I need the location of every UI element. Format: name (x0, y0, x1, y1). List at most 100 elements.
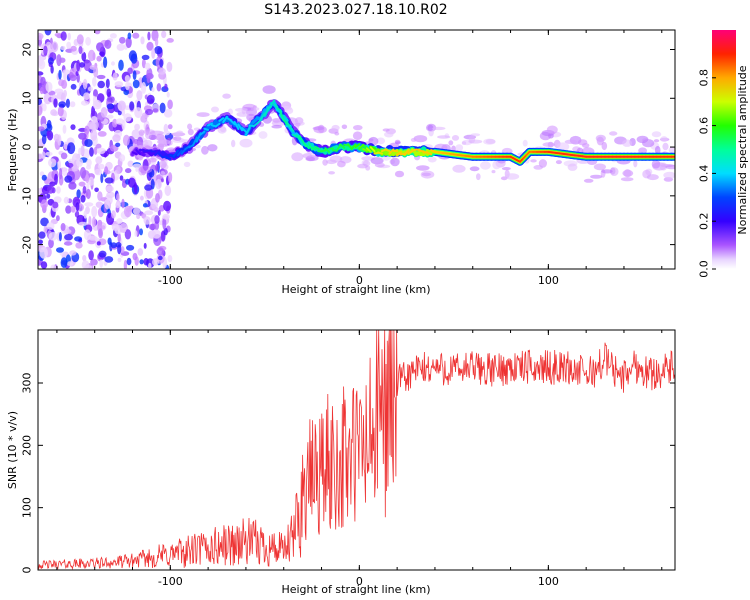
spectrogram-speckle (96, 241, 101, 246)
spectrogram-speckle (122, 134, 130, 146)
spectrogram-speckle (46, 193, 51, 199)
spectrogram-speckle (119, 228, 127, 233)
spectrogram-speckle (38, 194, 43, 203)
spectrogram-halo (491, 170, 496, 174)
spectrogram-halo (432, 126, 446, 131)
spectrogram-ridge-segment (157, 150, 165, 158)
spectrogram-halo (582, 143, 590, 148)
spectrogram-speckle (123, 205, 132, 218)
spectrogram-speckle (76, 59, 81, 72)
spectrogram-halo (659, 162, 668, 171)
spectrogram-speckle (69, 74, 77, 82)
spectrogram-halo (328, 171, 335, 175)
spectrogram-speckle (163, 200, 172, 212)
spectrogram-speckle (96, 147, 106, 154)
spectrogram-speckle (38, 59, 46, 70)
spectrogram-ridge-segment (260, 112, 266, 120)
spectrogram-speckle (50, 264, 57, 269)
spectrogram-speckle (164, 83, 168, 90)
spectrogram-ridge-segment (320, 149, 327, 153)
spectrogram-speckle (167, 172, 173, 183)
spectrogram-speckle (59, 57, 66, 63)
spectrogram-ridge-segment (358, 144, 365, 150)
spectrogram-halo (638, 147, 647, 154)
spectrogram-speckle (67, 142, 76, 155)
spectrogram-speckle (40, 261, 48, 269)
spectrogram-speckle (46, 130, 50, 137)
snr-ytick-label: 100 (21, 497, 34, 518)
spectrogram-speckle (152, 258, 159, 266)
spectrogram-ridge-segment (154, 151, 160, 156)
spectrogram-speckle (140, 36, 145, 45)
spectrogram-halo (258, 131, 268, 139)
spectrogram-ridge-segment (350, 143, 357, 150)
spectrogram-speckle (41, 174, 47, 181)
spectrogram-speckle (70, 45, 77, 52)
spectrogram-speckle (107, 237, 112, 245)
spectrogram-speckle (50, 65, 54, 74)
spectrogram-speckle (87, 49, 96, 62)
spectrogram-halo (357, 163, 368, 169)
spectrogram-speckle (125, 168, 132, 174)
spectrogram-ridge-segment (289, 126, 295, 132)
spectrogram-speckle (129, 101, 135, 111)
spectrogram-ridge-segment (244, 126, 251, 136)
spectrogram-speckle (132, 252, 138, 261)
spectrogram-ridge-segment (183, 146, 191, 153)
spectrogram-speckle (81, 51, 87, 62)
spectrogram-speckle (63, 241, 73, 246)
spectrogram-halo (654, 145, 661, 155)
spectrogram-ridge-segment (343, 143, 349, 147)
spectrogram-halo (546, 125, 558, 135)
spectrogram-speckle (112, 72, 118, 81)
spectrogram-ridge-segment (304, 144, 310, 150)
spectrogram-speckle (163, 109, 173, 118)
spectrogram-speckle (127, 160, 134, 168)
spectrogram-speckle (38, 105, 43, 116)
spectrogram-halo (312, 126, 324, 131)
spectrogram-ridge-segment (324, 147, 331, 153)
spectrogram-halo (452, 164, 466, 173)
spectrogram-speckle (141, 54, 150, 61)
spectrogram-speckle (131, 129, 140, 139)
spectrogram-speckle (65, 98, 70, 109)
spectrogram-speckle (78, 221, 88, 226)
spectrogram-speckle (119, 36, 126, 44)
spectrogram-speckle (85, 188, 91, 200)
spectrogram-speckle (62, 69, 71, 75)
colorbar-tick-label: 0.6 (698, 117, 711, 135)
snr-ytick-label: 200 (21, 435, 34, 456)
spectrogram-speckle (92, 216, 96, 228)
spectrogram-speckle (50, 109, 57, 116)
spectrogram-speckle (112, 134, 121, 143)
spectrogram-halo (622, 139, 633, 147)
spectrogram-ridge-segment (311, 146, 317, 151)
spectrogram-speckle (89, 147, 94, 157)
spectrogram-halo (427, 124, 434, 131)
colorbar-tick-label: 0.0 (698, 260, 711, 278)
spectrogram-speckle (76, 158, 84, 167)
spectrogram-halo (157, 143, 168, 148)
spectrogram-speckle (144, 210, 154, 216)
spectrogram-halo (368, 138, 374, 142)
spectrogram-halo (427, 156, 437, 163)
spectrogram-ridge-segment (369, 146, 376, 153)
spectrogram-halo (567, 163, 578, 171)
spectrogram-xlabel: Height of straight line (km) (281, 283, 430, 296)
spectrogram-speckle (155, 193, 160, 203)
spectrogram-speckle (40, 76, 46, 86)
spectrogram-speckle (54, 88, 64, 94)
spectrogram-marks (38, 30, 675, 269)
spectrogram-halo (138, 129, 145, 136)
spectrogram-speckle (143, 242, 147, 249)
spectrogram-halo (295, 122, 301, 127)
spectrogram-speckle (38, 32, 44, 40)
spectrogram-speckle (127, 177, 136, 188)
spectrogram-speckle (38, 188, 42, 195)
spectrogram-speckle (91, 205, 98, 218)
spectrogram-halo (623, 169, 632, 178)
spectrogram-halo (390, 157, 400, 167)
spectrogram-halo (291, 152, 304, 162)
spectrogram-speckle (53, 98, 58, 108)
